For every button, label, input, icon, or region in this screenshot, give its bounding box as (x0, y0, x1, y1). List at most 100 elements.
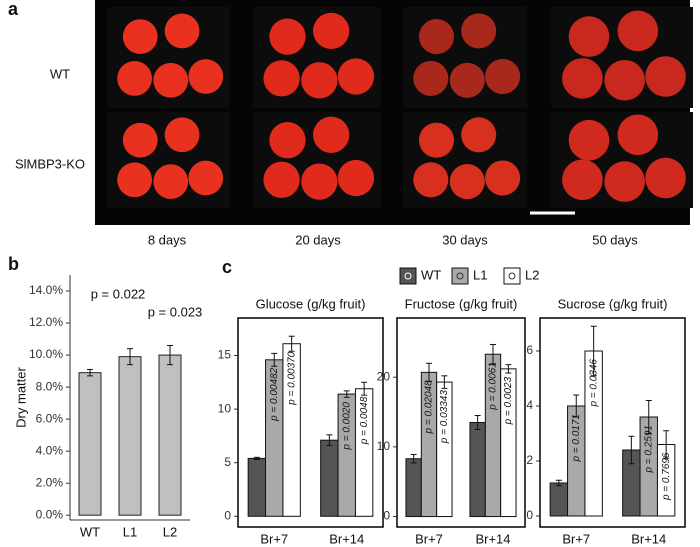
x-tick-label: Br+14 (475, 531, 510, 546)
x-tick-label: L1 (123, 524, 137, 539)
bar (405, 458, 422, 518)
tomato-photos (107, 7, 693, 208)
legend-dot (404, 272, 412, 280)
column-label: 8 days (148, 232, 187, 247)
p-value: p = 0.00370 (286, 351, 297, 406)
tomato (188, 160, 224, 196)
tomato (313, 116, 350, 153)
tomato (301, 163, 338, 200)
y-tick-label: 8.0% (36, 379, 64, 393)
tomato (461, 13, 497, 49)
y-tick-label: 15 (218, 348, 232, 362)
bar (78, 372, 102, 516)
p-value: p = 0.03343 (439, 390, 450, 445)
legend-label: L2 (525, 267, 539, 282)
tomato (117, 162, 152, 198)
p-value: p = 0.2591 (643, 425, 654, 474)
bar (469, 422, 486, 518)
y-tick-label: 0 (526, 508, 533, 522)
tomato (153, 164, 189, 199)
tomato (269, 122, 306, 159)
annotation: p = 0.022 (91, 286, 146, 301)
tomato (449, 164, 485, 200)
tomato (122, 122, 158, 158)
chart-title: Glucose (g/kg fruit) (256, 296, 366, 311)
legend-swatch (503, 267, 521, 285)
p-value: p = 0.0023 (503, 376, 514, 425)
row-label: SlMBP3-KO (15, 156, 85, 171)
chart-title: Sucrose (g/kg fruit) (558, 296, 668, 311)
x-tick-label: Br+7 (562, 531, 590, 546)
tomato (645, 56, 686, 97)
y-tick-label: 12.0% (29, 315, 63, 329)
y-tick-label: 0.0% (36, 507, 64, 521)
tomato (263, 161, 300, 198)
column-label: 30 days (442, 232, 488, 247)
tomato (485, 160, 521, 196)
tomato (449, 62, 485, 98)
tomato (263, 60, 300, 97)
p-value: p = 0.7696 (661, 452, 672, 501)
y-tick-label: 4.0% (36, 443, 64, 457)
tomato (164, 13, 200, 49)
tomato (418, 122, 455, 158)
tomato (568, 119, 610, 161)
tomato (568, 16, 610, 57)
annotation: p = 0.023 (148, 304, 203, 319)
tomato (301, 62, 338, 99)
y-tick-label: 6 (526, 343, 533, 357)
tomato (562, 58, 603, 99)
tomato (153, 62, 189, 98)
bar (549, 482, 569, 517)
x-tick-label: Br+14 (631, 531, 666, 546)
tomato (617, 10, 659, 52)
p-value: p = 0.02048 (424, 380, 435, 435)
legend-swatch (399, 267, 417, 285)
tomato (269, 18, 306, 55)
x-tick-label: Br+7 (260, 531, 288, 546)
y-tick-label: 2.0% (36, 475, 64, 489)
tomato (122, 19, 158, 54)
tomato (413, 162, 449, 198)
p-value: p = 0.0061 (488, 362, 499, 411)
tomato (461, 117, 497, 153)
x-tick-label: WT (80, 524, 100, 539)
x-tick-label: L2 (163, 524, 177, 539)
y-tick-label: 0 (224, 508, 231, 522)
y-tick-label: 14.0% (29, 283, 63, 297)
tomato (604, 59, 645, 101)
y-tick-label: 5 (224, 455, 231, 469)
tomato (117, 61, 152, 96)
tomato (617, 114, 659, 156)
x-tick-label: Br+7 (415, 531, 443, 546)
y-tick-label: 0 (383, 509, 390, 523)
tomato (485, 58, 521, 95)
y-tick-label: 4 (526, 398, 533, 412)
tomato (413, 60, 449, 96)
bar (158, 354, 182, 516)
p-value: p = 0.00482 (269, 367, 280, 422)
legend-label: L1 (473, 267, 487, 282)
plot-frame (396, 317, 526, 528)
legend-dot (508, 272, 516, 280)
tomato (337, 159, 375, 197)
tomato (604, 161, 645, 202)
panel-label: a (8, 0, 19, 19)
y-tick-label: 2 (526, 453, 533, 467)
p-value: p = 0.0020 (341, 402, 352, 451)
y-tick-label: 10 (377, 439, 391, 453)
x-tick-label: Br+14 (329, 531, 364, 546)
tomato (645, 157, 686, 199)
y-tick-label: 10.0% (29, 347, 63, 361)
tomato (164, 117, 200, 153)
p-value: p = 0.0048 (359, 396, 370, 445)
plot-frame (237, 317, 384, 528)
panel-label: c (222, 257, 232, 277)
p-value: p = 0.0171 (571, 414, 582, 463)
bar (320, 439, 339, 517)
y-tick-label: 20 (377, 369, 391, 383)
y-tick-label: 10 (218, 401, 232, 415)
bar (118, 356, 142, 516)
tomato (188, 59, 224, 94)
